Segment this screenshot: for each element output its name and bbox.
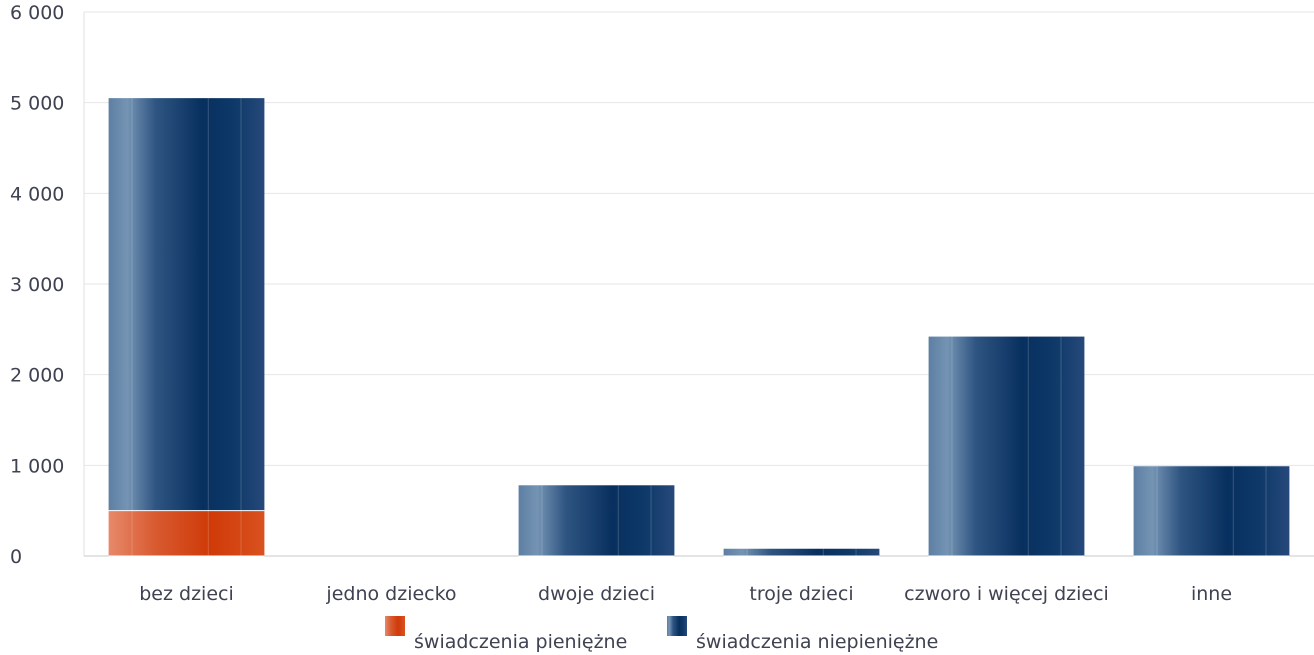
- x-axis-labels: bez dzieci jedno dziecko dwoje dzieci troje…: [139, 583, 1232, 605]
- bars: [108, 98, 1290, 557]
- x-tick-label: troje dzieci: [749, 583, 853, 605]
- bar-noncash: [928, 336, 1085, 557]
- x-tick-label: bez dzieci: [139, 583, 234, 605]
- legend-label: świadczenia pieniężne: [414, 631, 627, 653]
- y-tick-label: 4 000: [10, 183, 64, 205]
- y-axis-ticks: 0 1 000 2 000 3 000 4 000 5 000 6 000: [10, 2, 64, 568]
- legend-item: świadczenia pieniężne: [385, 616, 627, 653]
- y-tick-label: 0: [10, 546, 22, 568]
- legend-item: świadczenia niepieniężne: [667, 616, 938, 653]
- x-tick-label: czworo i więcej dzieci: [904, 583, 1109, 605]
- x-tick-label: inne: [1191, 583, 1232, 605]
- x-tick-label: jedno dziecko: [325, 583, 456, 605]
- bar-noncash: [1133, 466, 1290, 557]
- legend-swatch: [385, 616, 405, 636]
- x-tick-label: dwoje dzieci: [538, 583, 655, 605]
- bar-noncash: [518, 485, 675, 557]
- y-tick-label: 5 000: [10, 93, 64, 115]
- axes: [83, 12, 1314, 557]
- bar-noncash: [723, 548, 880, 557]
- gridlines: [84, 11, 1314, 466]
- y-tick-label: 3 000: [10, 274, 64, 296]
- legend: świadczenia pieniężne świadczenia niepien…: [385, 616, 938, 653]
- legend-swatch: [667, 616, 687, 636]
- bar-cash: [108, 510, 265, 557]
- bar-noncash: [108, 98, 265, 512]
- y-tick-label: 1 000: [10, 455, 64, 477]
- legend-label: świadczenia niepieniężne: [696, 631, 938, 653]
- y-tick-label: 6 000: [10, 2, 64, 24]
- y-tick-label: 2 000: [10, 365, 64, 387]
